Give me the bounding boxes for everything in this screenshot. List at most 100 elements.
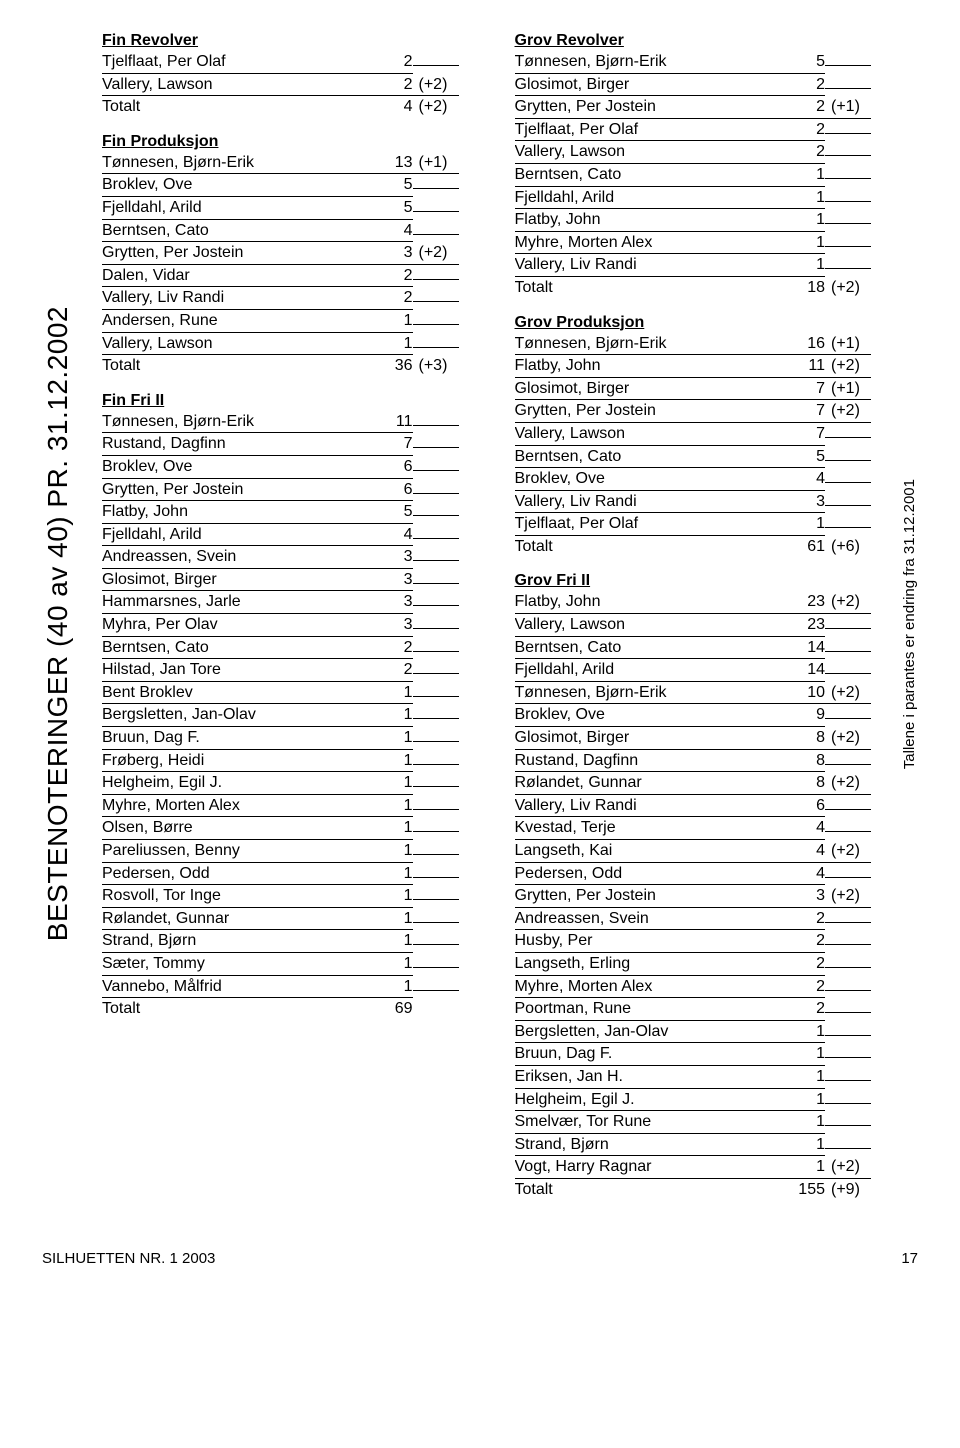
right-column: Grov RevolverTønnesen, Bjørn-Erik5Glosim…	[515, 32, 872, 1216]
row-name: Bent Broklev	[102, 682, 373, 705]
result-row: Vallery, Liv Randi2	[102, 287, 459, 310]
row-value: 16	[785, 333, 825, 356]
row-name: Tønnesen, Bjørn-Erik	[515, 51, 786, 74]
row-value: 2	[373, 659, 413, 682]
row-delta	[413, 673, 459, 674]
row-value: 1	[785, 1089, 825, 1112]
result-row: Myhre, Morten Alex1	[102, 795, 459, 818]
row-name: Langseth, Erling	[515, 953, 786, 976]
row-delta	[413, 718, 459, 719]
row-name: Eriksen, Jan H.	[515, 1066, 786, 1089]
result-row: Poortman, Rune2	[515, 998, 872, 1021]
result-row: Flatby, John23(+2)	[515, 591, 872, 614]
result-row: Husby, Per2	[515, 930, 872, 953]
result-row: Berntsen, Cato14	[515, 637, 872, 660]
side-label-right: Tallene i parantes er endring fra 31.12.…	[901, 32, 918, 1216]
row-delta	[825, 246, 871, 247]
row-delta: (+1)	[825, 96, 871, 119]
result-row: Berntsen, Cato5	[515, 446, 872, 469]
row-value: 11	[785, 355, 825, 378]
row-value: 1	[373, 885, 413, 908]
row-delta: (+2)	[825, 277, 871, 299]
result-row: Hilstad, Jan Tore2	[102, 659, 459, 682]
row-delta	[825, 990, 871, 991]
row-value: 1	[373, 310, 413, 333]
row-delta: (+9)	[825, 1179, 871, 1201]
row-delta: (+2)	[413, 242, 459, 265]
result-row: Bergsletten, Jan-Olav1	[515, 1021, 872, 1044]
row-value: 8	[785, 772, 825, 795]
row-name: Tønnesen, Bjørn-Erik	[515, 682, 786, 705]
row-delta	[413, 324, 459, 325]
row-delta	[413, 831, 459, 832]
row-value: 1	[785, 164, 825, 187]
result-row: Vannebo, Målfrid1	[102, 976, 459, 999]
result-row: Pedersen, Odd1	[102, 863, 459, 886]
row-name: Tjelflaat, Per Olaf	[515, 513, 786, 536]
row-name: Broklev, Ove	[102, 174, 373, 197]
row-name: Vallery, Lawson	[515, 141, 786, 164]
row-value: 2	[373, 265, 413, 288]
row-value: 1	[373, 727, 413, 750]
row-value: 4	[785, 817, 825, 840]
row-name: Smelvær, Tor Rune	[515, 1111, 786, 1134]
result-row: Glosimot, Birger2	[515, 74, 872, 97]
row-value: 3	[373, 546, 413, 569]
result-row: Vallery, Lawson2(+2)	[102, 74, 459, 97]
row-name: Pedersen, Odd	[102, 863, 373, 886]
row-value: 1	[785, 1134, 825, 1157]
result-row: Flatby, John5	[102, 501, 459, 524]
row-value: 23	[785, 591, 825, 614]
side-label-left: BESTENOTERINGER (40 av 40) PR. 31.12.200…	[42, 32, 78, 1216]
row-value: 3	[373, 242, 413, 265]
result-row: Bruun, Dag F.1	[515, 1043, 872, 1066]
row-name: Rustand, Dagfinn	[515, 750, 786, 773]
row-name: Hilstad, Jan Tore	[102, 659, 373, 682]
row-value: 13	[373, 152, 413, 175]
row-delta	[413, 899, 459, 900]
row-value: 1	[785, 1043, 825, 1066]
row-name: Grytten, Per Jostein	[102, 479, 373, 502]
row-delta: (+2)	[825, 840, 871, 863]
row-value: 1	[373, 817, 413, 840]
row-value: 6	[785, 795, 825, 818]
row-name: Flatby, John	[102, 501, 373, 524]
row-delta	[413, 944, 459, 945]
row-name: Bergsletten, Jan-Olav	[102, 704, 373, 727]
row-value: 1	[785, 1111, 825, 1134]
row-value: 7	[785, 378, 825, 401]
row-name: Vallery, Lawson	[102, 74, 373, 97]
result-row: Dalen, Vidar2	[102, 265, 459, 288]
row-value: 4	[373, 220, 413, 243]
result-row: Rustand, Dagfinn8	[515, 750, 872, 773]
result-row: Rølandet, Gunnar8(+2)	[515, 772, 872, 795]
result-row: Tønnesen, Bjørn-Erik11	[102, 411, 459, 434]
result-row: Hammarsnes, Jarle3	[102, 591, 459, 614]
row-value: 1	[373, 795, 413, 818]
left-column: Fin RevolverTjelflaat, Per Olaf2Vallery,…	[102, 32, 459, 1216]
row-name: Totalt	[515, 277, 786, 299]
row-delta	[825, 1057, 871, 1058]
row-value: 3	[373, 614, 413, 637]
row-delta	[413, 188, 459, 189]
row-value: 6	[373, 479, 413, 502]
row-delta	[413, 470, 459, 471]
result-row: Broklev, Ove9	[515, 704, 872, 727]
result-row: Fjelldahl, Arild1	[515, 187, 872, 210]
row-value: 1	[373, 682, 413, 705]
row-delta: (+2)	[825, 772, 871, 795]
footer: SILHUETTEN NR. 1 2003 17	[42, 1244, 918, 1267]
row-value: 2	[373, 74, 413, 97]
row-value: 2	[785, 74, 825, 97]
row-delta	[413, 764, 459, 765]
result-row: Kvestad, Terje4	[515, 817, 872, 840]
result-row: Helgheim, Egil J.1	[515, 1089, 872, 1112]
row-value: 4	[373, 96, 413, 118]
row-value: 1	[785, 187, 825, 210]
row-name: Bruun, Dag F.	[515, 1043, 786, 1066]
row-name: Broklev, Ove	[102, 456, 373, 479]
content-columns: Fin RevolverTjelflaat, Per Olaf2Vallery,…	[102, 32, 871, 1216]
row-name: Glosimot, Birger	[515, 727, 786, 750]
row-delta	[825, 1148, 871, 1149]
row-value: 1	[785, 232, 825, 255]
